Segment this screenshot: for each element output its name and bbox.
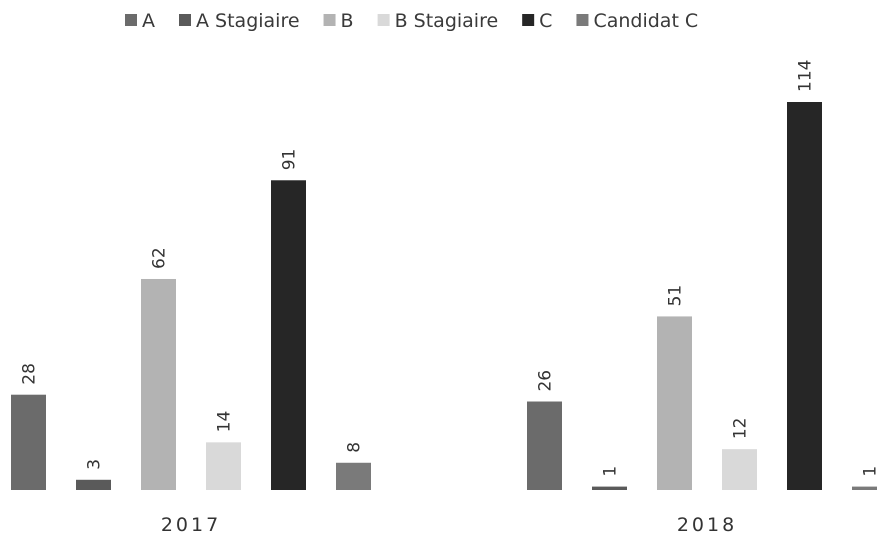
legend-swatch-b: [323, 14, 336, 26]
bars: [11, 102, 877, 490]
legend-swatch-c: [522, 14, 535, 26]
value-labels: 28 3 62 14 91 8 26 1 51 12 114 1: [20, 60, 877, 477]
legend-swatch-a: [125, 14, 137, 26]
value-label-2017-a: 28: [20, 363, 40, 385]
value-label-2017-b: 62: [150, 247, 170, 269]
bar-2018-a: [527, 401, 562, 490]
value-label-2018-c: 114: [796, 60, 816, 92]
legend-swatch-b-stagiaire: [377, 14, 390, 26]
bar-2018-c: [787, 102, 822, 490]
bar-2018-b: [657, 316, 692, 490]
bar-2017-candidat-c: [336, 462, 371, 490]
legend-label-a: A: [142, 10, 155, 32]
value-label-2018-a-stagiaire: 1: [601, 466, 621, 477]
bar-2018-a-stagiaire: [592, 486, 627, 490]
value-label-2017-b-stagiaire: 14: [215, 411, 235, 433]
category-label-2018: 2018: [677, 514, 737, 536]
bar-2017-b: [141, 278, 176, 490]
category-label-2017: 2017: [161, 514, 221, 536]
bar-2017-c: [271, 180, 306, 490]
bar-2017-b-stagiaire: [206, 442, 241, 490]
legend-swatch-a-stagiaire: [179, 14, 191, 26]
legend-label-a-stagiaire: A Stagiaire: [196, 10, 300, 32]
bar-2018-b-stagiaire: [722, 449, 757, 490]
value-label-2018-b: 51: [666, 285, 686, 307]
value-label-2017-candidat-c: 8: [345, 442, 365, 453]
value-label-2018-candidat-c: 1: [861, 466, 877, 477]
value-label-2018-a: 26: [536, 370, 556, 392]
value-label-2018-b-stagiaire: 12: [731, 418, 751, 440]
bar-2017-a-stagiaire: [76, 479, 111, 490]
value-label-2017-a-stagiaire: 3: [85, 459, 105, 470]
legend: A A Stagiaire B B Stagiaire C Candidat C: [125, 10, 698, 32]
legend-label-b-stagiaire: B Stagiaire: [395, 10, 499, 32]
category-labels: 2017 2018: [161, 514, 737, 536]
bar-2017-a: [11, 394, 46, 490]
legend-label-c: C: [539, 10, 552, 32]
value-label-2017-c: 91: [280, 149, 300, 171]
legend-swatch-candidat-c: [576, 14, 589, 26]
bar-2018-candidat-c: [852, 486, 877, 490]
legend-label-b: B: [341, 10, 354, 32]
legend-label-candidat-c: Candidat C: [593, 10, 698, 32]
